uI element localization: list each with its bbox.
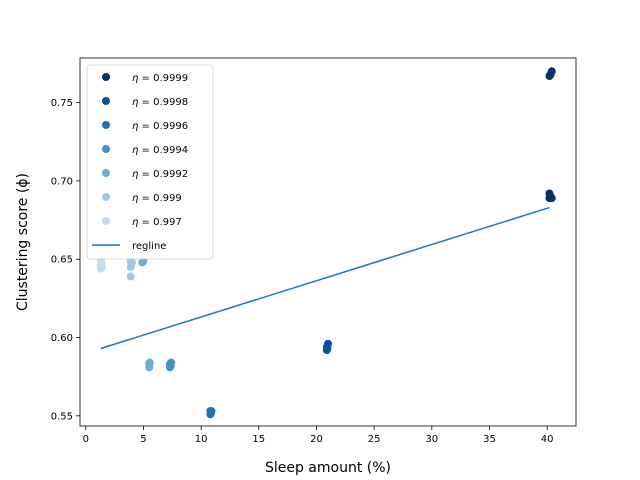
point-series-1-3 <box>323 344 332 353</box>
x-tick-label-3: 15 <box>252 434 265 445</box>
point-series-2-3 <box>207 407 216 416</box>
legend-entry-3: η = 0.9994 <box>132 145 188 156</box>
point-series-0-2 <box>547 67 556 76</box>
regression-line <box>100 206 550 350</box>
x-tick-label-6: 30 <box>425 434 438 445</box>
point-series-6-4 <box>97 263 106 272</box>
x-tick-label-7: 35 <box>483 434 496 445</box>
x-tick-label-0: 0 <box>83 434 89 445</box>
point-series-5-0 <box>126 272 135 281</box>
legend-entry-4: η = 0.9992 <box>132 169 188 180</box>
point-series-4-2 <box>145 358 154 367</box>
legend-marker-3 <box>102 145 110 153</box>
point-series-3-3 <box>166 361 175 370</box>
legend-entry-2: η = 0.9996 <box>132 121 188 132</box>
legend-marker-6 <box>102 217 110 225</box>
x-tick-label-2: 10 <box>195 434 208 445</box>
y-tick-label-0: 0.55 <box>51 411 73 422</box>
legend-entry-6: η = 0.997 <box>132 217 182 228</box>
legend: η = 0.9999 η = 0.9998 η = 0.9996 η = 0.9994… <box>86 64 214 260</box>
y-axis-label: Clustering score (ϕ) <box>15 173 31 311</box>
y-axis: 0.55 0.60 0.65 0.70 0.75 <box>51 98 80 422</box>
legend-box <box>86 64 214 260</box>
x-tick-label-4: 20 <box>310 434 323 445</box>
x-tick-label-1: 5 <box>140 434 146 445</box>
legend-entry-regline: regline <box>132 241 166 252</box>
legend-marker-2 <box>102 121 110 129</box>
point-series-0-6 <box>547 194 556 203</box>
axes-frame <box>79 57 577 427</box>
y-tick-label-3: 0.70 <box>51 176 73 187</box>
legend-entry-1: η = 0.9998 <box>132 97 188 108</box>
y-tick-label-2: 0.65 <box>51 255 73 266</box>
y-tick-label-1: 0.60 <box>51 333 73 344</box>
x-tick-label-5: 25 <box>368 434 381 445</box>
legend-marker-5 <box>102 193 110 201</box>
x-axis: 0 5 10 15 20 25 30 35 40 <box>83 426 554 445</box>
x-axis-label: Sleep amount (%) <box>265 460 391 476</box>
legend-marker-1 <box>102 97 110 105</box>
legend-marker-4 <box>102 169 110 177</box>
legend-entry-5: η = 0.999 <box>132 193 182 204</box>
legend-entry-0: η = 0.9999 <box>132 73 188 84</box>
x-tick-label-8: 40 <box>541 434 554 445</box>
y-tick-label-4: 0.75 <box>51 98 73 109</box>
legend-marker-0 <box>102 73 110 81</box>
